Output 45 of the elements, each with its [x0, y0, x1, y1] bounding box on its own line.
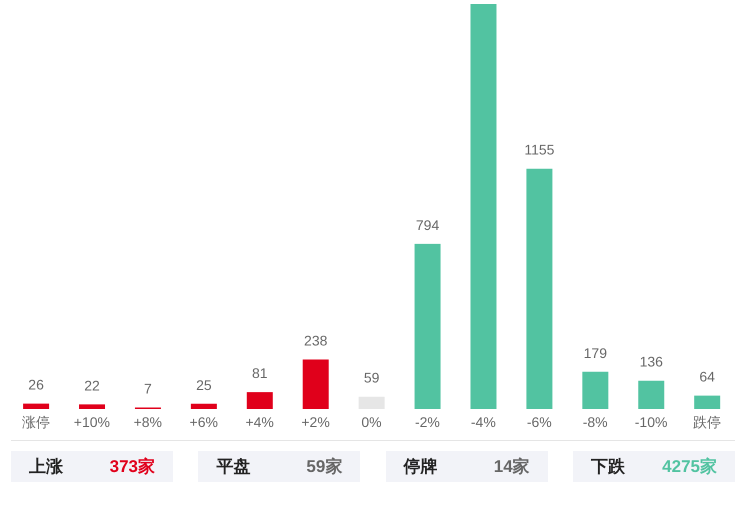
data-label: 22: [84, 377, 100, 394]
bar: [358, 396, 385, 409]
data-label: 7: [144, 380, 152, 397]
bar: [79, 404, 106, 409]
text: 平盘: [216, 456, 250, 478]
data-label: 179: [584, 344, 608, 361]
data-label: 81: [252, 365, 268, 382]
bar: [638, 380, 664, 409]
bar: [23, 404, 50, 409]
bar: [582, 372, 608, 409]
x-tick-label: +8%: [134, 414, 162, 430]
text: 下跌: [590, 456, 625, 478]
x-tick-label: -4%: [470, 414, 496, 430]
data-label: 26: [28, 376, 44, 393]
x-tick-label: 0%: [361, 414, 382, 430]
bar: [246, 392, 273, 409]
data-label: 794: [416, 216, 440, 233]
data-label: 1155: [524, 142, 555, 158]
data-label: 25: [196, 376, 212, 393]
x-tick-label: -10%: [634, 414, 668, 430]
bar: [190, 404, 217, 409]
text: 上涨: [29, 456, 63, 478]
bar: [302, 359, 329, 409]
x-tick-label: -8%: [582, 414, 608, 430]
data-label: 59: [364, 370, 380, 386]
text: 373家: [110, 456, 155, 478]
x-tick-label: +2%: [301, 414, 330, 430]
x-tick-label: -2%: [414, 414, 440, 430]
x-tick-label: -6%: [526, 414, 552, 430]
bar: [694, 396, 720, 409]
x-tick-label: 涨停: [22, 414, 50, 430]
bar: [414, 244, 441, 409]
x-tick-label: +10%: [74, 414, 110, 430]
bar: [526, 168, 552, 409]
data-label: 238: [304, 332, 328, 348]
data-label: 136: [640, 354, 664, 370]
x-tick-label: +6%: [190, 414, 218, 430]
text: 14家: [494, 456, 530, 478]
x-tick-label: 跌停: [693, 414, 722, 430]
bar: [470, 4, 496, 409]
data-label: 64: [699, 368, 716, 385]
text: 停牌: [404, 456, 438, 478]
text: 59家: [306, 456, 342, 478]
text: 4275家: [662, 456, 717, 478]
x-tick-label: +4%: [245, 414, 274, 430]
